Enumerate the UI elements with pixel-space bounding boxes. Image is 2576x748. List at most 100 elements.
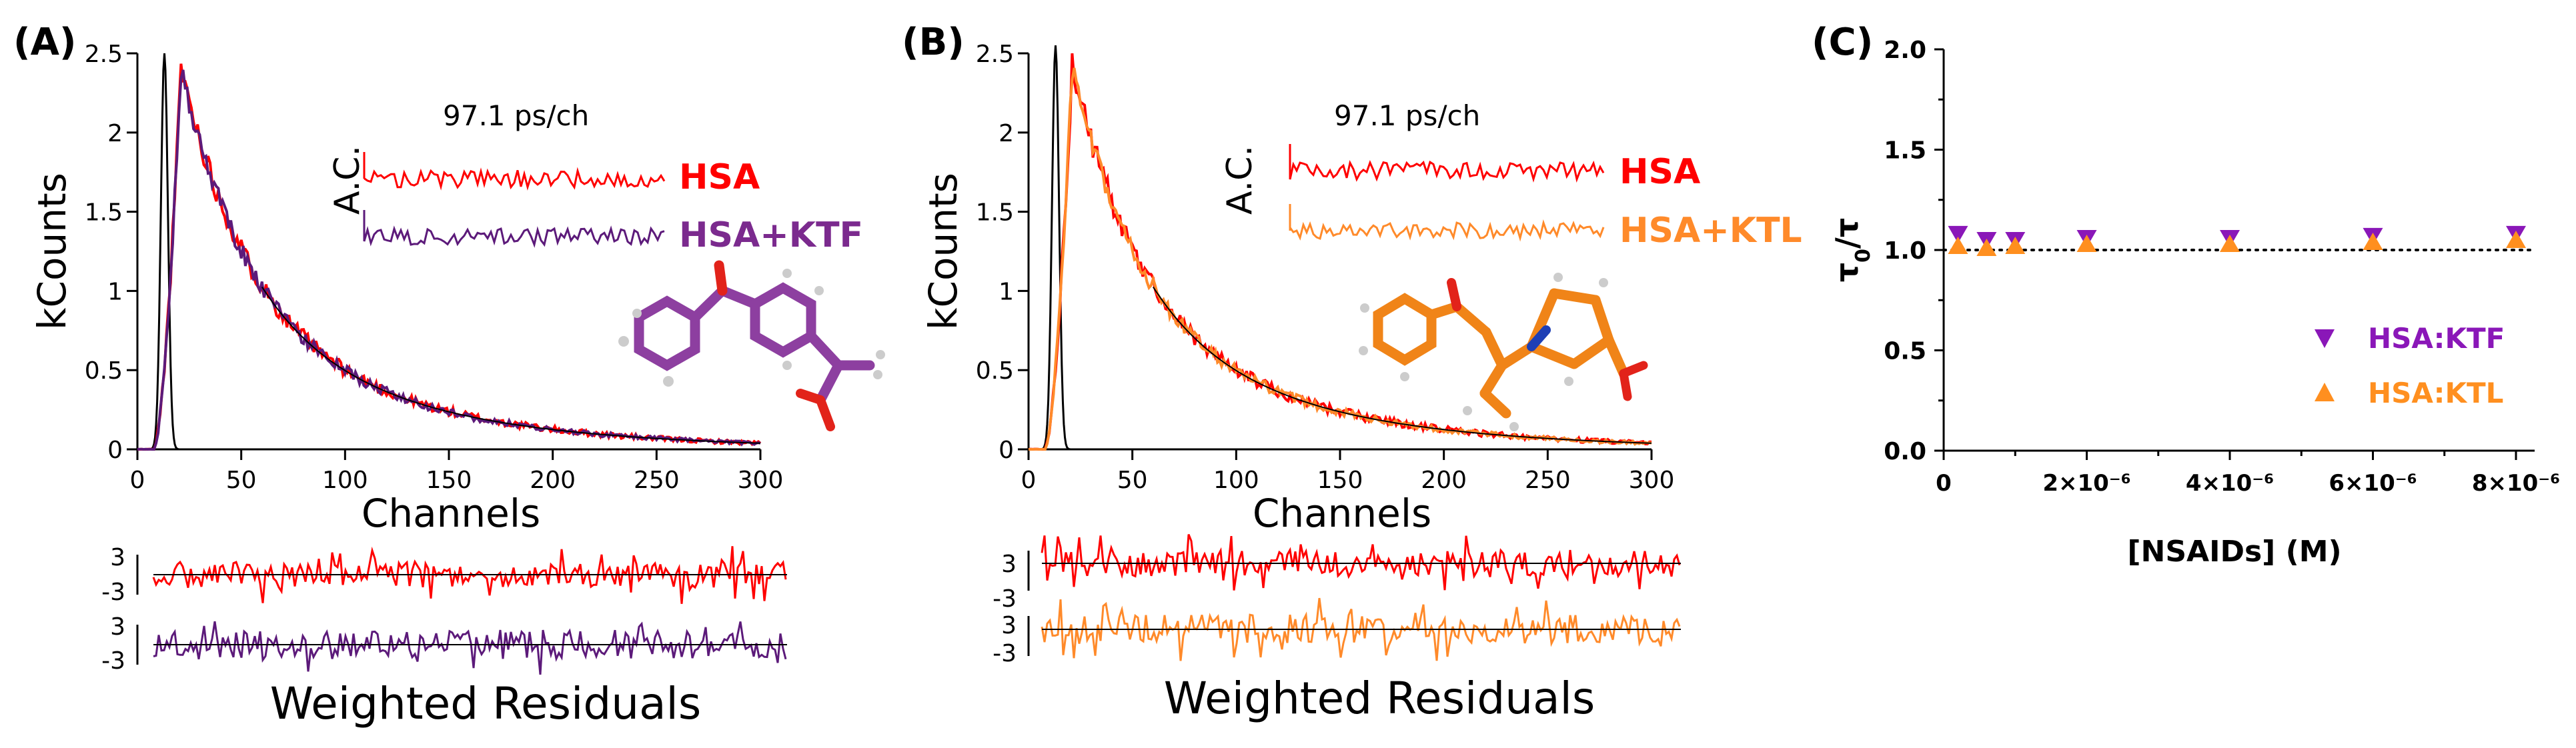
panel-a-res1-bottom-tick: -3 — [101, 579, 125, 606]
ktl-data-point — [1948, 236, 1968, 254]
panel-a-label: (A) — [13, 21, 77, 64]
a-xtick-label: 50 — [226, 467, 257, 494]
b-xtick-label: 0 — [1021, 467, 1037, 494]
panel-a-res2-bottom-tick: -3 — [101, 647, 125, 675]
panel-a-xlabel: Channels — [362, 491, 540, 536]
a-ytick-label: 2.5 — [85, 41, 123, 68]
panel-a-fit-curve — [261, 286, 761, 444]
ktl-data-point — [1976, 238, 1997, 256]
panel-b-ac-ktl-trace — [1289, 204, 1605, 242]
panel-b-irf-curve — [1029, 45, 1652, 451]
panel-c-legend-ktl: HSA:KTL — [2368, 377, 2503, 409]
c-xtick-label: 8×10⁻⁶ — [2472, 470, 2560, 497]
b-ytick-label: 2 — [999, 120, 1014, 147]
panel-a-ac-hsa-trace — [363, 152, 666, 191]
panel-b-ylabel: kCounts — [920, 173, 966, 330]
panel-a-hsa-ktf-decay — [137, 69, 761, 451]
ktl-data-point — [2363, 232, 2383, 250]
c-xtick-label: 4×10⁻⁶ — [2186, 470, 2274, 497]
panel-a-ac-label: A.C. — [328, 145, 368, 215]
panel-a-legend-hsa: HSA — [679, 157, 760, 197]
panel-a-residual-ktf — [153, 621, 787, 675]
panel-a: (A) 0 50 100 150 200 250 300 0 0.5 1 1.5 2 2.5 kCoun… — [13, 21, 885, 729]
a-ytick-label: 1 — [107, 278, 123, 305]
ketoprofen-molecule-icon — [618, 260, 885, 431]
panel-a-legend-probe: HSA+KTF — [679, 215, 863, 255]
panel-a-res2-top-tick: 3 — [110, 613, 125, 641]
c-xtick-label: 0 — [1936, 470, 1952, 497]
panel-a-res1-top-tick: 3 — [110, 544, 125, 571]
a-xtick-label: 200 — [530, 467, 576, 494]
c-ytick-label: 1.5 — [1884, 137, 1926, 165]
b-xtick-label: 100 — [1213, 467, 1259, 494]
a-xtick-label: 300 — [738, 467, 784, 494]
panel-a-ylabel: kCounts — [29, 173, 75, 330]
panel-b-ac-hsa-trace — [1289, 144, 1605, 183]
a-xtick-label: 100 — [322, 467, 368, 494]
panel-b-legend-hsa: HSA — [1620, 152, 1700, 192]
c-ytick-label: 1.0 — [1884, 237, 1926, 265]
c-xtick-label: 6×10⁻⁶ — [2329, 470, 2417, 497]
a-ytick-label: 0.5 — [85, 357, 123, 385]
panel-b-res2-bottom-tick: -3 — [993, 640, 1017, 667]
panel-c: (C) 0 2×10⁻⁶ 4×10⁻⁶ 6×10⁻⁶ 8×10⁻⁶ 0.0 0.5 1.0 1.… — [1812, 21, 2560, 569]
panel-a-ticks: 0 50 100 150 200 250 300 0 0.5 1 1.5 2 2.5 — [85, 41, 784, 494]
a-ytick-label: 2 — [107, 120, 123, 147]
b-ytick-label: 0.5 — [976, 357, 1014, 385]
panel-a-residuals-title: Weighted Residuals — [270, 678, 702, 729]
ktl-data-point — [2220, 234, 2240, 252]
b-xtick-label: 50 — [1117, 467, 1148, 494]
panel-b-xlabel: Channels — [1253, 491, 1431, 536]
legend-ktl-marker-icon — [2315, 383, 2335, 401]
panel-b-hsa-ktl-decay — [1029, 67, 1652, 451]
legend-ktf-marker-icon — [2315, 329, 2335, 348]
b-xtick-label: 300 — [1629, 467, 1675, 494]
panel-b-residuals-title: Weighted Residuals — [1164, 673, 1595, 724]
b-ytick-label: 0 — [999, 437, 1014, 464]
panel-b-residual-ktl — [1041, 597, 1681, 661]
panel-b-label: (B) — [902, 21, 964, 64]
ktl-data-point — [2005, 236, 2026, 254]
ketorolac-molecule-icon — [1359, 273, 1648, 431]
panel-a-irf-curve — [137, 53, 760, 451]
panel-c-xlabel: [NSAIDs] (M) — [2127, 535, 2341, 569]
panel-b: (B) 0 50 100 150 200 250 300 0 0.5 1 1.5 2 2.5 kCoun… — [902, 21, 1802, 724]
c-ytick-label: 0.0 — [1884, 438, 1926, 465]
b-ytick-label: 1 — [999, 278, 1014, 305]
a-xtick-label: 150 — [426, 467, 472, 494]
panel-c-points — [1948, 225, 2526, 256]
b-xtick-label: 200 — [1421, 467, 1467, 494]
panel-a-residual-hsa — [152, 546, 787, 604]
panel-c-ylabel: τ0/τ — [1829, 218, 1875, 282]
b-ytick-label: 2.5 — [976, 41, 1014, 68]
panel-b-residual-hsa — [1041, 534, 1681, 591]
c-ytick-label: 0.5 — [1884, 338, 1926, 365]
panel-c-ylabel-tau: τ — [1829, 263, 1865, 282]
panel-b-res1-top-tick: 3 — [1001, 551, 1017, 578]
panel-b-density-label: 97.1 ps/ch — [1334, 99, 1480, 132]
panel-c-ylabel-subscript: 0 — [1852, 249, 1875, 263]
panel-b-ticks: 0 50 100 150 200 250 300 0 0.5 1 1.5 2 2.5 — [976, 41, 1675, 494]
a-xtick-label: 0 — [130, 467, 145, 494]
ktl-data-point — [2506, 230, 2526, 248]
panel-c-ylabel-rest: /τ — [1829, 218, 1865, 249]
panel-c-ticks: 0 2×10⁻⁶ 4×10⁻⁶ 6×10⁻⁶ 8×10⁻⁶ 0.0 0.5 1.0 1.5 2.0 — [1884, 37, 2560, 497]
a-ytick-label: 0 — [107, 437, 123, 464]
b-xtick-label: 150 — [1317, 467, 1363, 494]
ktf-data-point — [1948, 225, 1968, 243]
a-ytick-label: 1.5 — [85, 199, 123, 227]
panel-c-label: (C) — [1812, 21, 1873, 64]
panel-b-res1-bottom-tick: -3 — [993, 585, 1017, 613]
panel-a-ac-ktf-trace — [363, 210, 665, 248]
panel-c-legend-ktf: HSA:KTF — [2368, 322, 2505, 355]
ktl-data-point — [2076, 234, 2097, 252]
panel-b-fit-curve — [1152, 286, 1652, 444]
panel-b-legend-probe: HSA+KTL — [1620, 211, 1802, 251]
b-xtick-label: 250 — [1525, 467, 1571, 494]
panel-b-res2-top-tick: 3 — [1001, 612, 1017, 639]
a-xtick-label: 250 — [634, 467, 680, 494]
panel-b-ac-label: A.C. — [1220, 145, 1260, 215]
c-xtick-label: 2×10⁻⁶ — [2042, 470, 2130, 497]
b-ytick-label: 1.5 — [976, 199, 1014, 227]
